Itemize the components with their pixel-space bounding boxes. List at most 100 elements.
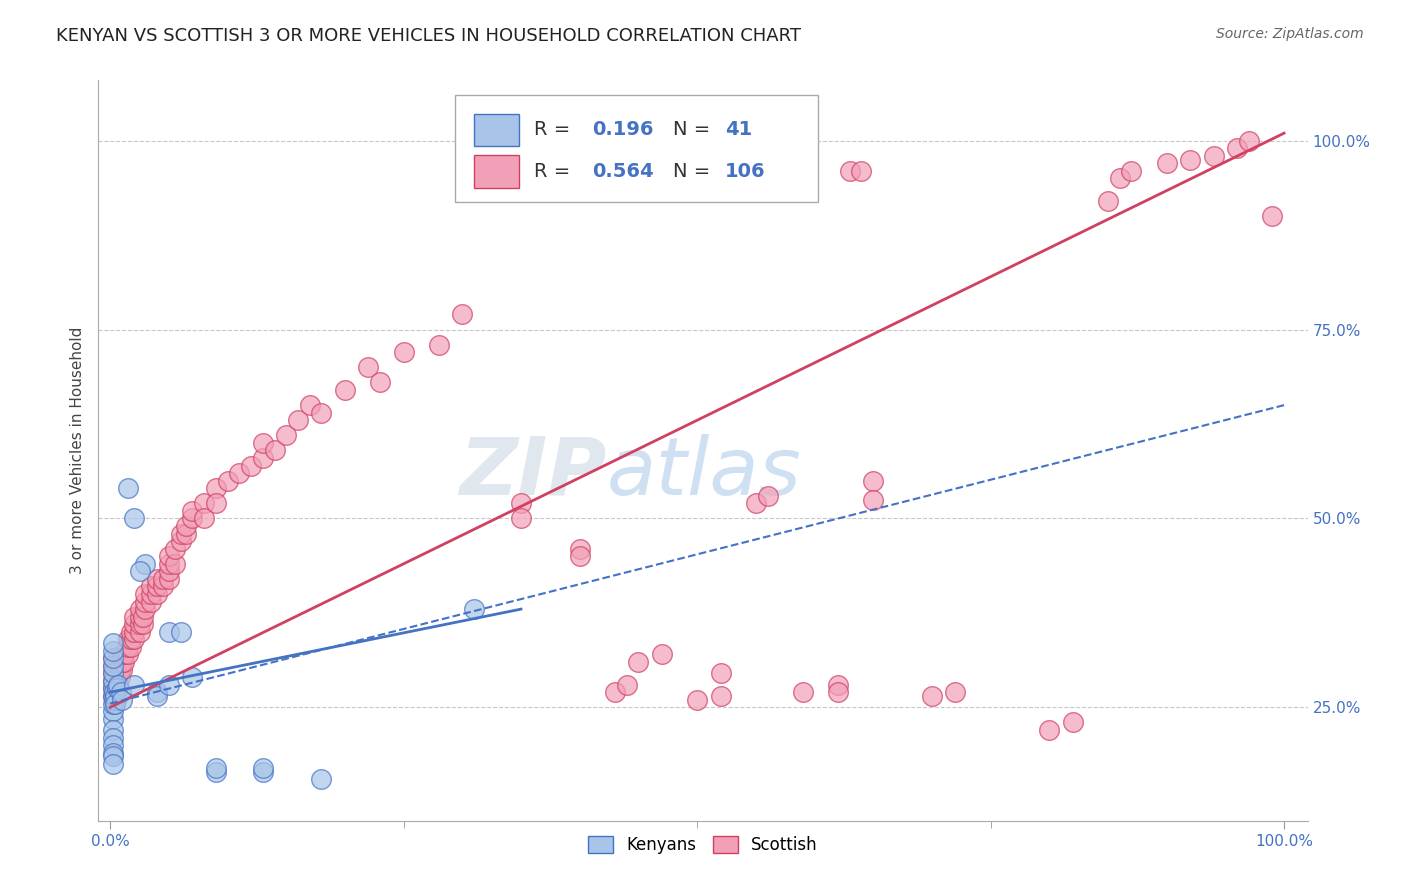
Point (157, 624, 180, 639)
Point (101, 689, 124, 703)
Point (105, 678, 128, 692)
Point (111, 663, 134, 677)
Point (128, 565, 150, 579)
Point (134, 557, 156, 571)
Point (204, 764, 226, 779)
Point (780, 156, 803, 170)
Point (792, 141, 814, 155)
Point (146, 587, 169, 601)
Point (710, 689, 733, 703)
Point (122, 609, 145, 624)
Text: ZIP: ZIP (458, 434, 606, 512)
Text: 0.564: 0.564 (592, 161, 654, 181)
Point (427, 337, 450, 351)
Point (181, 670, 204, 684)
Point (169, 624, 191, 639)
Point (128, 609, 150, 624)
Point (252, 450, 274, 465)
Point (105, 670, 128, 684)
Point (204, 496, 226, 510)
Point (101, 673, 124, 688)
Point (101, 749, 124, 764)
Point (163, 557, 186, 571)
Point (616, 678, 638, 692)
Point (1062, 715, 1084, 730)
Point (117, 648, 139, 662)
Text: N =: N = (672, 161, 716, 181)
Point (111, 648, 134, 662)
Point (204, 481, 226, 495)
Point (392, 345, 415, 359)
Point (298, 398, 321, 412)
Point (101, 689, 124, 703)
Text: 41: 41 (724, 120, 752, 139)
Point (1121, 164, 1143, 178)
Point (122, 678, 145, 692)
Point (101, 643, 124, 657)
Point (101, 746, 124, 760)
Point (128, 624, 150, 639)
FancyBboxPatch shape (474, 113, 519, 146)
Point (134, 602, 156, 616)
Point (176, 519, 198, 533)
Point (181, 504, 204, 518)
Point (169, 526, 191, 541)
Point (128, 617, 150, 632)
Point (862, 474, 884, 488)
Point (568, 541, 591, 556)
Point (112, 648, 135, 662)
Point (827, 678, 849, 692)
Point (193, 496, 215, 510)
Point (101, 666, 124, 681)
Point (117, 632, 139, 647)
Point (101, 651, 124, 665)
Point (141, 587, 163, 601)
Point (157, 565, 180, 579)
Point (1261, 209, 1284, 223)
Point (105, 655, 128, 669)
Point (627, 655, 650, 669)
Point (146, 685, 169, 699)
Point (603, 685, 626, 699)
Point (101, 658, 124, 673)
Point (101, 756, 124, 771)
Point (101, 681, 124, 696)
Point (204, 761, 226, 775)
Point (101, 636, 124, 650)
Point (122, 617, 145, 632)
Point (120, 640, 142, 654)
Point (451, 308, 474, 322)
Point (333, 383, 356, 397)
FancyBboxPatch shape (456, 95, 818, 202)
Point (128, 602, 150, 616)
Point (141, 594, 163, 608)
Point (104, 689, 127, 703)
Legend: Kenyans, Scottish: Kenyans, Scottish (581, 829, 825, 861)
Point (157, 549, 180, 564)
Point (101, 651, 124, 665)
Point (132, 617, 155, 632)
Point (111, 692, 134, 706)
Point (710, 666, 733, 681)
Point (152, 579, 174, 593)
Point (1108, 171, 1130, 186)
Point (122, 632, 145, 647)
Point (217, 474, 239, 488)
Point (146, 689, 169, 703)
Point (146, 579, 169, 593)
Point (122, 511, 145, 525)
Text: N =: N = (672, 120, 716, 139)
Point (105, 692, 128, 706)
Point (120, 624, 142, 639)
Point (568, 549, 591, 564)
Point (141, 579, 163, 593)
Point (101, 738, 124, 752)
FancyBboxPatch shape (474, 155, 519, 187)
Point (122, 624, 145, 639)
Point (276, 428, 298, 442)
Point (463, 602, 485, 616)
Point (921, 689, 943, 703)
Point (851, 164, 873, 178)
Point (101, 658, 124, 673)
Point (108, 655, 131, 669)
